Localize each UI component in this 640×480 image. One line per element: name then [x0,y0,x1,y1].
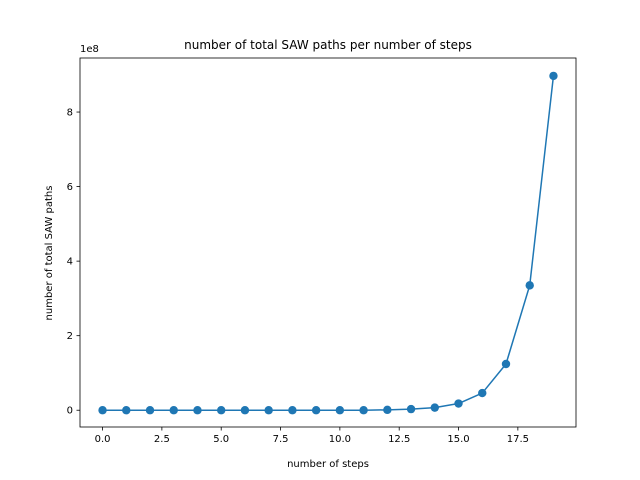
x-tick-label: 7.5 [273,434,289,445]
data-point [430,403,439,412]
axes [79,57,577,428]
y-tick-label: 2 [67,331,73,342]
y-axis-label: number of total SAW paths [44,186,55,321]
data-point [98,406,107,415]
data-point [359,406,368,415]
chart-title: number of total SAW paths per number of … [184,38,472,52]
data-point [193,406,202,415]
data-point [501,359,511,369]
data-point [335,406,345,415]
x-tick-label: 17.5 [507,434,529,445]
data-point [288,406,297,415]
data-point [122,406,131,415]
plot-frame [79,57,577,428]
data-point [145,406,155,415]
data-point [169,406,178,415]
y-tick-label: 0 [67,406,73,417]
data-point [406,404,416,414]
x-tick-label: 10.0 [329,434,351,445]
y-axis-ticks: 0 2 4 6 8 [67,108,80,417]
y-tick-label: 8 [67,108,73,119]
y-tick-label: 4 [67,257,73,268]
data-point [478,388,487,398]
x-tick-label: 12.5 [388,434,410,445]
x-tick-label: 5.0 [213,434,229,445]
series [98,71,558,415]
x-tick-label: 15.0 [447,434,469,445]
data-point [383,405,392,415]
y-offset-label: 1e8 [80,44,99,55]
data-point [240,406,250,415]
data-point [311,406,321,415]
data-point [217,406,226,415]
data-point [454,399,463,408]
data-point [525,281,534,290]
x-tick-label: 2.5 [154,434,170,445]
x-axis-label: number of steps [287,459,369,470]
y-tick-label: 6 [67,182,73,193]
x-tick-label: 0.0 [95,434,111,445]
data-point [264,406,273,415]
x-axis-ticks: 0.0 2.5 5.0 7.5 10.0 12.5 15.0 17.5 [95,427,529,445]
data-point [549,71,558,81]
